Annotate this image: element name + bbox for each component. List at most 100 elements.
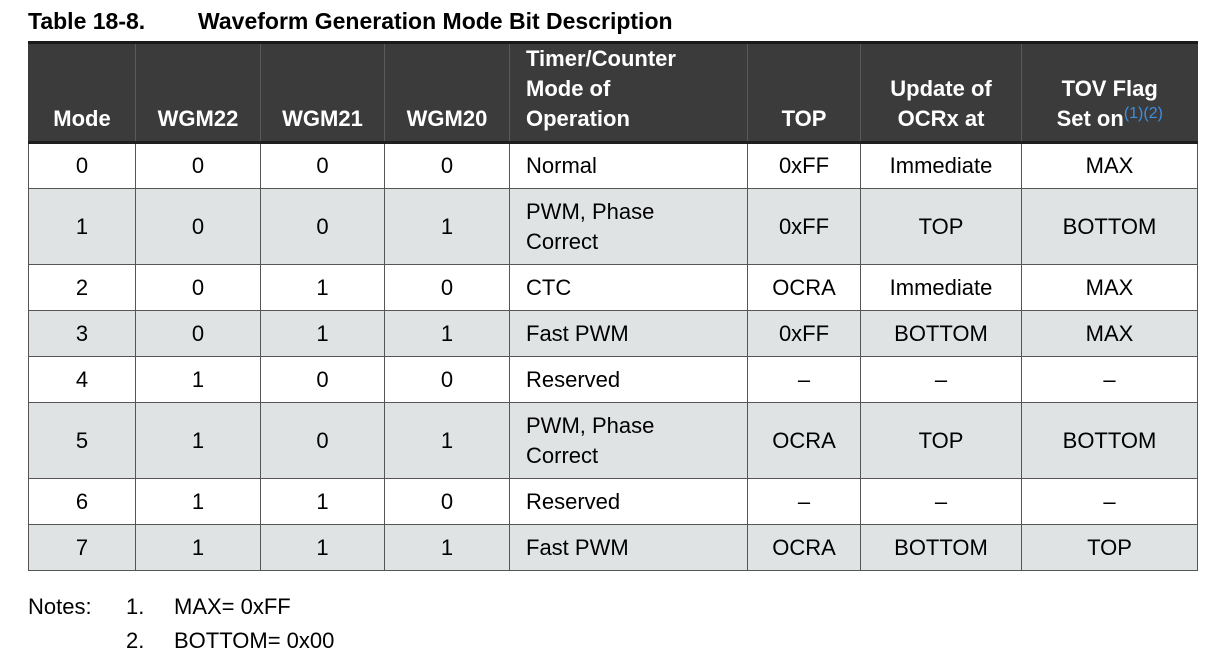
table-title: Waveform Generation Mode Bit Description: [198, 8, 673, 34]
cell-mode: 6: [28, 478, 136, 525]
cell-mode: 0: [28, 142, 136, 189]
header-tov-line1: TOV Flag: [1061, 76, 1158, 101]
cell-wgm22: 0: [135, 264, 261, 311]
note-number: 1.: [126, 594, 145, 619]
table-row: 1 0 0 1 PWM, Phase Correct 0xFF TOP BOTTO…: [28, 188, 1198, 265]
header-update-line1: Update of: [890, 76, 992, 101]
table-row: 5 1 0 1 PWM, Phase Correct OCRA TOP BOTTO…: [28, 402, 1198, 479]
cell-tov: MAX: [1021, 310, 1198, 357]
waveform-mode-table: Mode WGM22 WGM21 WGM20 Timer/Counter Mod…: [28, 41, 1198, 571]
cell-operation: PWM, Phase Correct: [509, 188, 748, 265]
cell-wgm21: 1: [260, 264, 385, 311]
cell-top: 0xFF: [747, 310, 861, 357]
header-wgm21: WGM21: [260, 41, 385, 143]
cell-operation: Reserved: [509, 356, 748, 403]
table-row: 7 1 1 1 Fast PWM OCRA BOTTOM TOP: [28, 524, 1198, 571]
cell-operation: PWM, Phase Correct: [509, 402, 748, 479]
header-update-line2: OCRx at: [897, 106, 985, 131]
table-row: 3 0 1 1 Fast PWM 0xFF BOTTOM MAX: [28, 310, 1198, 357]
note-item: Notes: 1. MAX= 0xFF: [28, 590, 334, 624]
cell-mode: 7: [28, 524, 136, 571]
cell-wgm21: 0: [260, 402, 385, 479]
cell-update: BOTTOM: [860, 524, 1022, 571]
cell-wgm20: 0: [384, 478, 510, 525]
cell-wgm21: 0: [260, 356, 385, 403]
cell-wgm22: 0: [135, 188, 261, 265]
cell-wgm20: 1: [384, 402, 510, 479]
cell-top: 0xFF: [747, 142, 861, 189]
cell-wgm20: 1: [384, 524, 510, 571]
header-mode: Mode: [28, 41, 136, 143]
cell-operation-line2: Correct: [526, 442, 599, 468]
cell-wgm22: 1: [135, 478, 261, 525]
cell-update: –: [860, 478, 1022, 525]
cell-wgm20: 0: [384, 142, 510, 189]
cell-operation: Fast PWM: [509, 310, 748, 357]
cell-tov: BOTTOM: [1021, 188, 1198, 265]
cell-operation: Normal: [509, 142, 748, 189]
header-top: TOP: [747, 41, 861, 143]
cell-top: –: [747, 478, 861, 525]
cell-wgm20: 0: [384, 356, 510, 403]
table-row: 4 1 0 0 Reserved – – –: [28, 356, 1198, 403]
cell-tov: –: [1021, 478, 1198, 525]
table-body: 0 0 0 0 Normal 0xFF Immediate MAX 1 0 0 …: [28, 142, 1198, 571]
cell-wgm20: 0: [384, 264, 510, 311]
cell-mode: 5: [28, 402, 136, 479]
note-number: 2.: [126, 628, 145, 653]
table-row: 6 1 1 0 Reserved – – –: [28, 478, 1198, 525]
cell-top: OCRA: [747, 402, 861, 479]
cell-wgm21: 0: [260, 142, 385, 189]
cell-mode: 2: [28, 264, 136, 311]
cell-wgm20: 1: [384, 188, 510, 265]
note-text: BOTTOM= 0x00: [174, 628, 335, 653]
table-header-row: Mode WGM22 WGM21 WGM20 Timer/Counter Mod…: [28, 41, 1198, 143]
cell-update: Immediate: [860, 264, 1022, 311]
header-operation-line1: Timer/Counter: [526, 46, 676, 71]
cell-update: TOP: [860, 188, 1022, 265]
cell-tov: MAX: [1021, 142, 1198, 189]
cell-wgm22: 0: [135, 310, 261, 357]
cell-top: OCRA: [747, 264, 861, 311]
header-tov-line2: Set on: [1056, 106, 1124, 131]
footnote-refs[interactable]: (1)(2): [1123, 105, 1163, 122]
cell-update: Immediate: [860, 142, 1022, 189]
cell-tov: TOP: [1021, 524, 1198, 571]
cell-tov: MAX: [1021, 264, 1198, 311]
cell-wgm21: 1: [260, 524, 385, 571]
cell-mode: 3: [28, 310, 136, 357]
header-wgm22: WGM22: [135, 41, 261, 143]
header-wgm20: WGM20: [384, 41, 510, 143]
cell-update: BOTTOM: [860, 310, 1022, 357]
cell-wgm22: 1: [135, 402, 261, 479]
cell-operation-line1: PWM, Phase: [526, 198, 655, 224]
header-operation: Timer/Counter Mode of Operation: [509, 41, 748, 143]
cell-tov: BOTTOM: [1021, 402, 1198, 479]
cell-wgm20: 1: [384, 310, 510, 357]
cell-wgm22: 0: [135, 142, 261, 189]
cell-operation: CTC: [509, 264, 748, 311]
table-row: 2 0 1 0 CTC OCRA Immediate MAX: [28, 264, 1198, 311]
cell-wgm21: 1: [260, 478, 385, 525]
cell-mode: 1: [28, 188, 136, 265]
table-notes: Notes: 1. MAX= 0xFF 2. BOTTOM= 0x00: [28, 590, 334, 658]
cell-operation: Fast PWM: [509, 524, 748, 571]
table-row: 0 0 0 0 Normal 0xFF Immediate MAX: [28, 142, 1198, 189]
cell-top: –: [747, 356, 861, 403]
cell-wgm22: 1: [135, 356, 261, 403]
cell-update: –: [860, 356, 1022, 403]
cell-tov: –: [1021, 356, 1198, 403]
cell-top: OCRA: [747, 524, 861, 571]
table-caption: Table 18-8. Waveform Generation Mode Bit …: [28, 8, 673, 35]
cell-operation-line2: Correct: [526, 228, 599, 254]
header-tov-flag: TOV Flag Set on(1)(2): [1021, 41, 1198, 143]
table-number: Table 18-8.: [28, 8, 146, 34]
cell-wgm21: 0: [260, 188, 385, 265]
header-update: Update of OCRx at: [860, 41, 1022, 143]
header-operation-line2: Mode of: [526, 76, 611, 101]
notes-label: Notes:: [28, 594, 92, 619]
cell-operation-line1: PWM, Phase: [526, 412, 655, 438]
cell-operation: Reserved: [509, 478, 748, 525]
header-operation-line3: Operation: [526, 106, 630, 131]
cell-wgm21: 1: [260, 310, 385, 357]
